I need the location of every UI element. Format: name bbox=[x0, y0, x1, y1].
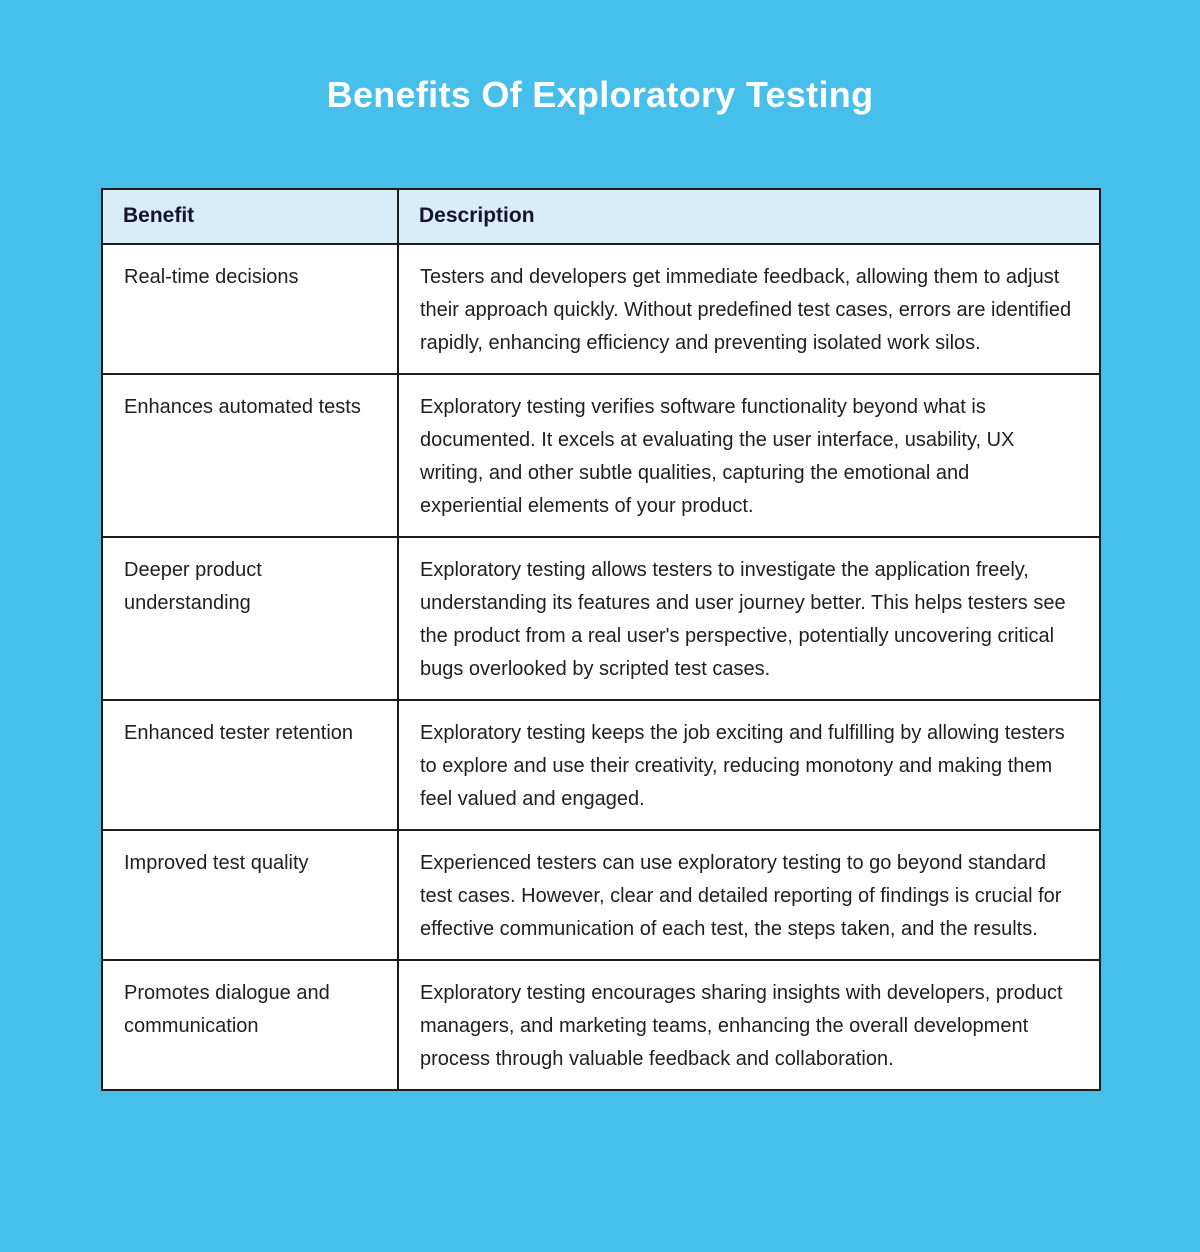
table-row: Enhances automated tests Exploratory test… bbox=[101, 373, 1101, 538]
table-row: Improved test quality Experienced testers… bbox=[101, 829, 1101, 961]
column-header-description: Description bbox=[397, 188, 1101, 245]
header-row: Benefit Description bbox=[101, 188, 1101, 245]
description-cell: Exploratory testing keeps the job exciti… bbox=[397, 699, 1101, 831]
table-row: Enhanced tester retention Exploratory tes… bbox=[101, 699, 1101, 831]
benefits-table: Benefit Description Real-time decisions T… bbox=[101, 188, 1101, 1091]
table-body: Real-time decisions Testers and developer… bbox=[101, 243, 1101, 1091]
page-title: Benefits Of Exploratory Testing bbox=[326, 74, 874, 115]
benefit-cell: Improved test quality bbox=[101, 829, 399, 961]
description-cell: Exploratory testing verifies software fu… bbox=[397, 373, 1101, 538]
table-header: Benefit Description bbox=[101, 188, 1101, 245]
table-row: Promotes dialogue and communication Explo… bbox=[101, 959, 1101, 1091]
benefit-cell: Deeper product understanding bbox=[101, 536, 399, 701]
description-cell: Exploratory testing encourages sharing i… bbox=[397, 959, 1101, 1091]
benefit-cell: Enhanced tester retention bbox=[101, 699, 399, 831]
benefit-cell: Enhances automated tests bbox=[101, 373, 399, 538]
column-header-benefit: Benefit bbox=[101, 188, 399, 245]
description-cell: Testers and developers get immediate fee… bbox=[397, 243, 1101, 375]
benefits-table-container: Benefit Description Real-time decisions T… bbox=[101, 188, 1101, 1091]
benefit-cell: Promotes dialogue and communication bbox=[101, 959, 399, 1091]
table-row: Deeper product understanding Exploratory … bbox=[101, 536, 1101, 701]
description-cell: Experienced testers can use exploratory … bbox=[397, 829, 1101, 961]
table-row: Real-time decisions Testers and developer… bbox=[101, 243, 1101, 375]
description-cell: Exploratory testing allows testers to in… bbox=[397, 536, 1101, 701]
benefit-cell: Real-time decisions bbox=[101, 243, 399, 375]
